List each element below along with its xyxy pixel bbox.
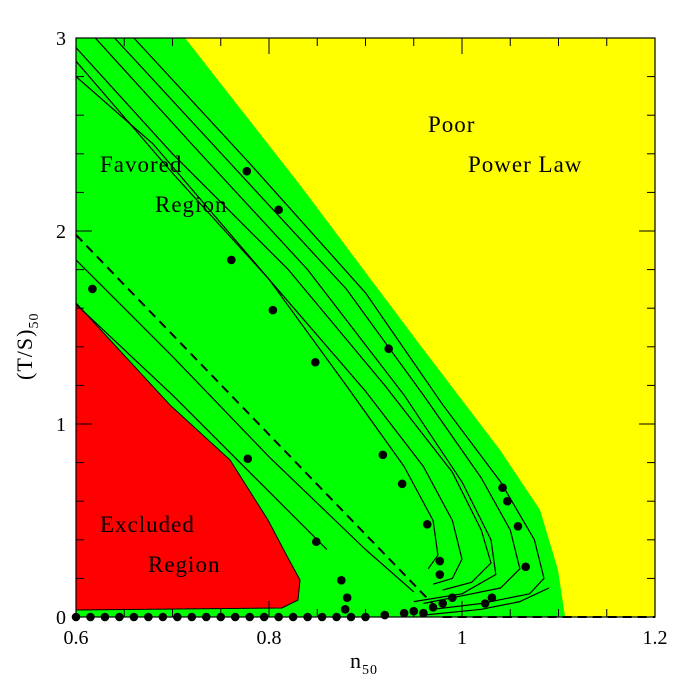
x-tick-label: 0.8 [257, 627, 282, 649]
point [380, 610, 390, 620]
y-tick-label: 1 [56, 414, 66, 436]
point [274, 205, 283, 215]
y-tick-label: 2 [56, 221, 66, 243]
point [311, 357, 320, 367]
point [435, 570, 445, 579]
x-axis-label-text: n [350, 648, 362, 673]
point [435, 556, 445, 566]
point [487, 593, 497, 602]
x-tick-label: 1 [457, 627, 467, 649]
point [513, 521, 523, 531]
annotation: Poor [428, 112, 475, 137]
point [397, 479, 407, 489]
y-axis-label: (T/S)50 [12, 313, 42, 380]
point [399, 608, 409, 618]
annotation: Power Law [468, 152, 582, 177]
trajectory [114, 37, 521, 605]
x-axis-label: n50 [350, 648, 378, 678]
trajectory [133, 37, 545, 610]
point [340, 604, 350, 614]
dashed-line [75, 234, 439, 610]
trajectory [75, 303, 328, 550]
trajectory [423, 587, 550, 616]
point [419, 608, 428, 618]
trajectory [75, 259, 415, 593]
point [342, 593, 352, 602]
point [428, 603, 438, 612]
y-tick-label: 0 [56, 607, 66, 629]
x-axis-label-sub: 50 [362, 663, 378, 678]
point [480, 599, 490, 608]
y-axis-label-sub: 50 [27, 313, 42, 329]
point [243, 454, 253, 464]
x-tick-label: 1.2 [643, 627, 668, 649]
point [384, 344, 393, 354]
point [422, 520, 432, 529]
trajectory [75, 60, 463, 585]
point [521, 562, 530, 572]
point [503, 496, 512, 506]
point [311, 537, 321, 547]
y-axis-label-text: (T/S) [12, 329, 37, 380]
trajectory [75, 47, 492, 591]
excluded-region [75, 301, 301, 611]
point [448, 593, 457, 602]
point [438, 599, 448, 608]
annotation: Favored [100, 152, 182, 177]
y-tick-label: 3 [56, 28, 66, 50]
annotation: Region [148, 552, 220, 577]
point [88, 284, 97, 294]
trajectory [94, 37, 497, 603]
point [242, 166, 252, 176]
trajectory [75, 76, 439, 570]
annotation: Excluded [100, 512, 195, 537]
annotation: Region [155, 192, 227, 217]
point [337, 576, 346, 585]
point [498, 483, 507, 492]
point [268, 305, 278, 315]
point [227, 255, 236, 265]
x-tick-label: 0.6 [64, 627, 89, 649]
point [378, 450, 388, 460]
